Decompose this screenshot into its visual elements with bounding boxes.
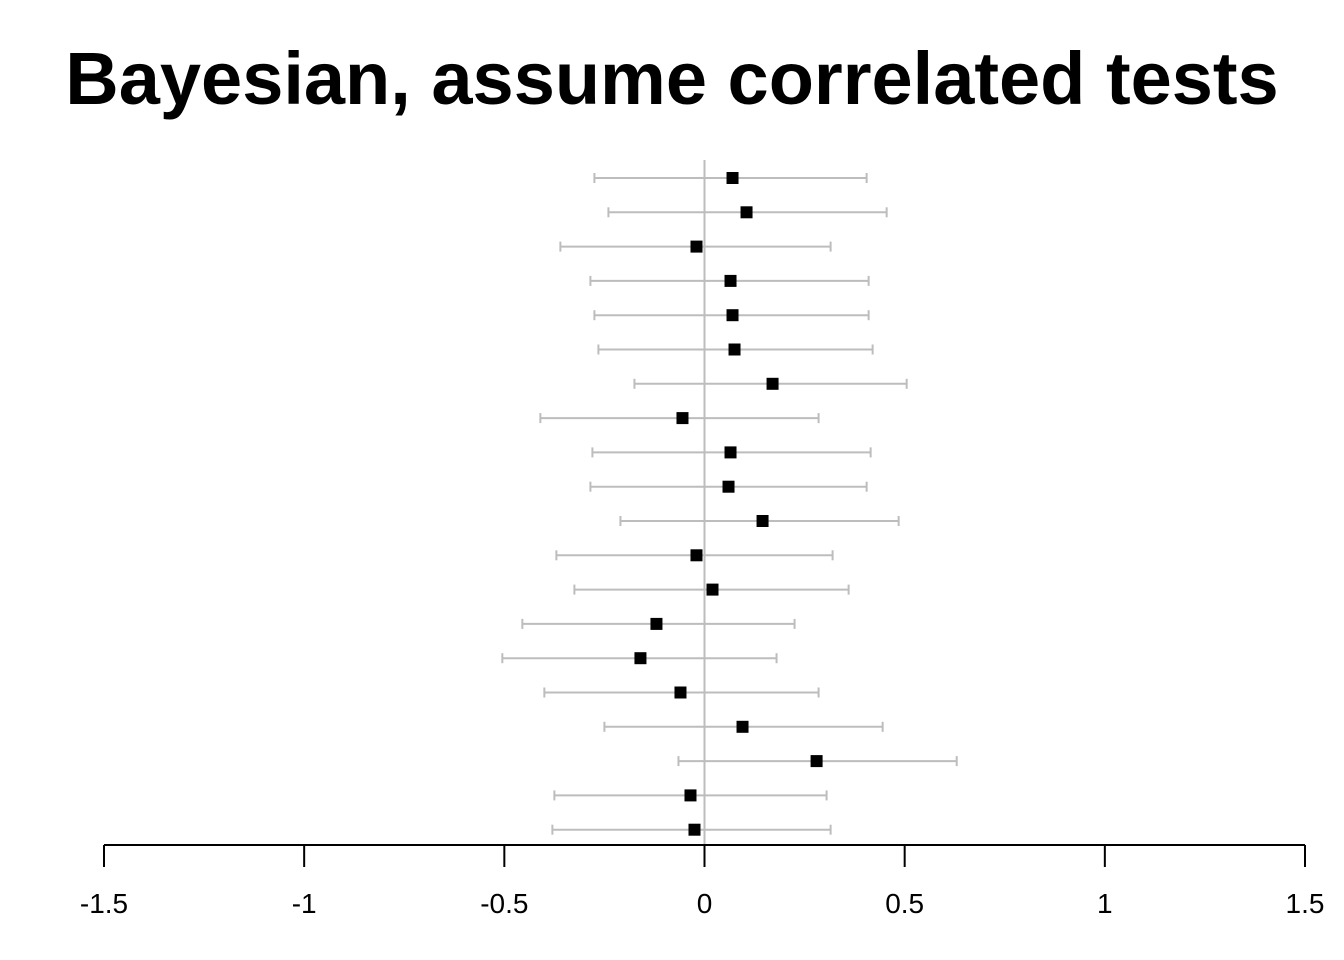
estimate-point	[728, 343, 741, 356]
estimate-point	[676, 412, 689, 425]
x-tick-label: 1.5	[1286, 888, 1325, 919]
x-tick-label: 0	[697, 888, 713, 919]
x-tick-label: -1.5	[80, 888, 128, 919]
x-tick-label: 1	[1097, 888, 1113, 919]
estimate-point	[724, 274, 737, 287]
chart-title: Bayesian, assume correlated tests	[65, 37, 1278, 120]
estimate-point	[736, 720, 749, 733]
x-tick-label: -0.5	[480, 888, 528, 919]
estimate-point	[726, 309, 739, 322]
x-axis: -1.5 -1 -0.5 0 0.5 1 1.5	[80, 844, 1325, 919]
estimate-point	[726, 172, 739, 184]
estimate-point	[674, 686, 687, 699]
estimate-point	[650, 617, 663, 630]
x-tick-label: 0.5	[885, 888, 924, 919]
estimate-point	[688, 823, 701, 836]
estimate-point	[740, 206, 753, 219]
estimate-point	[706, 583, 719, 596]
estimate-layer	[634, 172, 823, 836]
estimate-point	[766, 377, 779, 390]
estimate-point	[724, 446, 737, 459]
estimate-point	[690, 240, 703, 253]
estimate-point	[690, 549, 703, 562]
x-tick-label: -1	[292, 888, 317, 919]
estimate-point	[756, 515, 769, 527]
estimate-point	[634, 652, 647, 665]
estimate-point	[810, 755, 823, 768]
estimate-point	[722, 480, 735, 493]
estimate-point	[684, 789, 697, 802]
interval-layer	[501, 173, 958, 835]
